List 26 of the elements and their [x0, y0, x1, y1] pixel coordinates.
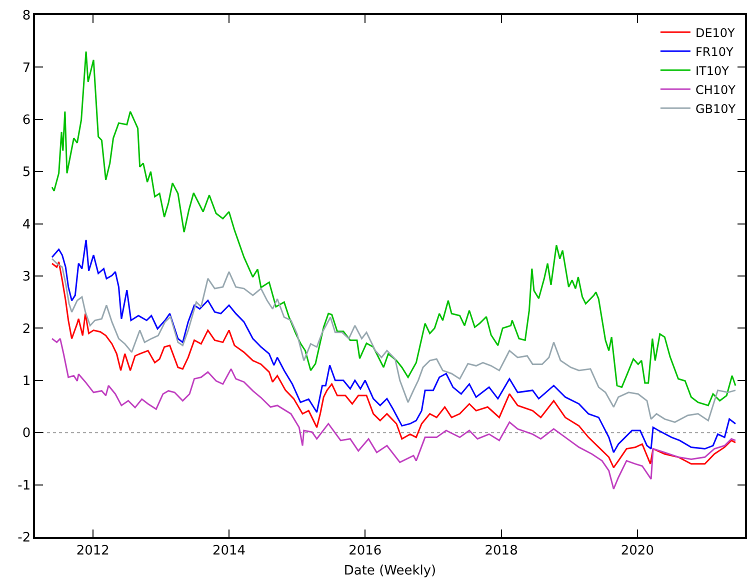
- y-tick-label: 0: [22, 426, 31, 442]
- y-tick-label: -1: [18, 478, 31, 494]
- y-tick-label: 3: [22, 270, 31, 285]
- legend-label: CH10Y: [695, 82, 736, 97]
- x-tick-label: 2016: [348, 543, 382, 558]
- legend-label: IT10Y: [695, 64, 730, 78]
- line-series: [51, 261, 736, 468]
- legend-label: GB10Y: [695, 102, 736, 116]
- y-tick-label: 5: [22, 165, 31, 180]
- x-tick-label: 2018: [484, 543, 518, 558]
- x-tick-label: 2014: [212, 543, 246, 558]
- x-tick-label: 2012: [76, 543, 110, 558]
- line-series: [51, 258, 736, 423]
- line-series: [51, 239, 736, 454]
- y-tick-label: 6: [22, 112, 31, 128]
- y-tick-label: 4: [22, 217, 31, 232]
- y-tick-label: -2: [18, 530, 31, 546]
- x-axis-title: Date (Weekly): [344, 563, 436, 578]
- y-tick-label: 8: [22, 8, 31, 24]
- y-tick-label: 1: [22, 374, 31, 389]
- y-tick-label: 7: [22, 60, 31, 76]
- y-tick-label: 2: [22, 322, 31, 337]
- x-tick-label: 2020: [620, 543, 654, 558]
- legend-label: DE10Y: [695, 26, 736, 40]
- line-series: [51, 338, 736, 490]
- legend-label: FR10Y: [695, 44, 734, 59]
